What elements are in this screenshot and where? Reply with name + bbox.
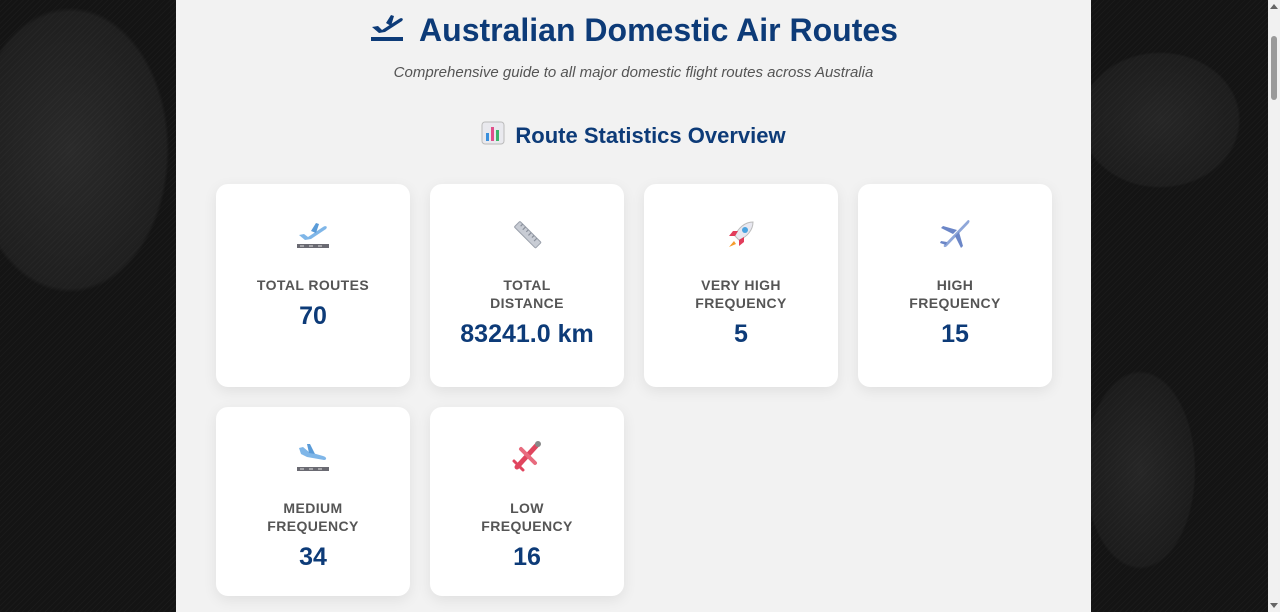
section-title: Route Statistics Overview <box>176 121 1091 151</box>
stat-label: TOTAL DISTANCE <box>490 277 564 311</box>
stat-label: HIGH FREQUENCY <box>909 277 1001 311</box>
scroll-down-arrow-icon[interactable] <box>1270 603 1278 608</box>
stat-label: VERY HIGH FREQUENCY <box>695 277 787 311</box>
airplane-departure-icon <box>216 216 410 252</box>
stat-card-high-frequency: HIGH FREQUENCY 15 <box>858 184 1052 387</box>
vertical-scrollbar[interactable] <box>1268 0 1280 612</box>
page-subtitle: Comprehensive guide to all major domesti… <box>393 64 874 81</box>
scrollbar-thumb[interactable] <box>1271 36 1277 100</box>
stat-card-total-routes: TOTAL ROUTES 70 <box>216 184 410 387</box>
page-title: Australian Domestic Air Routes <box>369 10 898 50</box>
stat-value: 70 <box>299 302 327 330</box>
scroll-up-arrow-icon[interactable] <box>1270 4 1278 9</box>
stats-grid: TOTAL ROUTES 70 TOTAL DISTANCE 83241.0 k… <box>216 184 1052 596</box>
stat-label: LOW FREQUENCY <box>481 500 573 534</box>
stat-value: 34 <box>299 543 327 571</box>
stat-value: 15 <box>941 320 969 348</box>
airplane-departure-icon <box>369 9 405 51</box>
small-airplane-icon <box>430 439 624 475</box>
page-header: Australian Domestic Air Routes Comprehen… <box>176 0 1091 81</box>
title-text: Australian Domestic Air Routes <box>419 11 898 48</box>
stat-label: MEDIUM FREQUENCY <box>267 500 359 534</box>
stat-card-low-frequency: LOW FREQUENCY 16 <box>430 407 624 596</box>
airplane-arrival-icon <box>216 439 410 475</box>
ruler-icon <box>430 216 624 252</box>
section-title-text: Route Statistics Overview <box>515 123 786 148</box>
stat-card-very-high-frequency: VERY HIGH FREQUENCY 5 <box>644 184 838 387</box>
main-panel: Australian Domestic Air Routes Comprehen… <box>176 0 1091 612</box>
airplane-icon <box>858 216 1052 252</box>
bar-chart-icon <box>481 121 505 151</box>
stat-card-total-distance: TOTAL DISTANCE 83241.0 km <box>430 184 624 387</box>
stat-label: TOTAL ROUTES <box>256 277 370 293</box>
stat-value: 83241.0 km <box>460 320 594 348</box>
rocket-icon <box>644 216 838 252</box>
stat-value: 16 <box>513 543 541 571</box>
stat-card-medium-frequency: MEDIUM FREQUENCY 34 <box>216 407 410 596</box>
stat-value: 5 <box>734 320 748 348</box>
